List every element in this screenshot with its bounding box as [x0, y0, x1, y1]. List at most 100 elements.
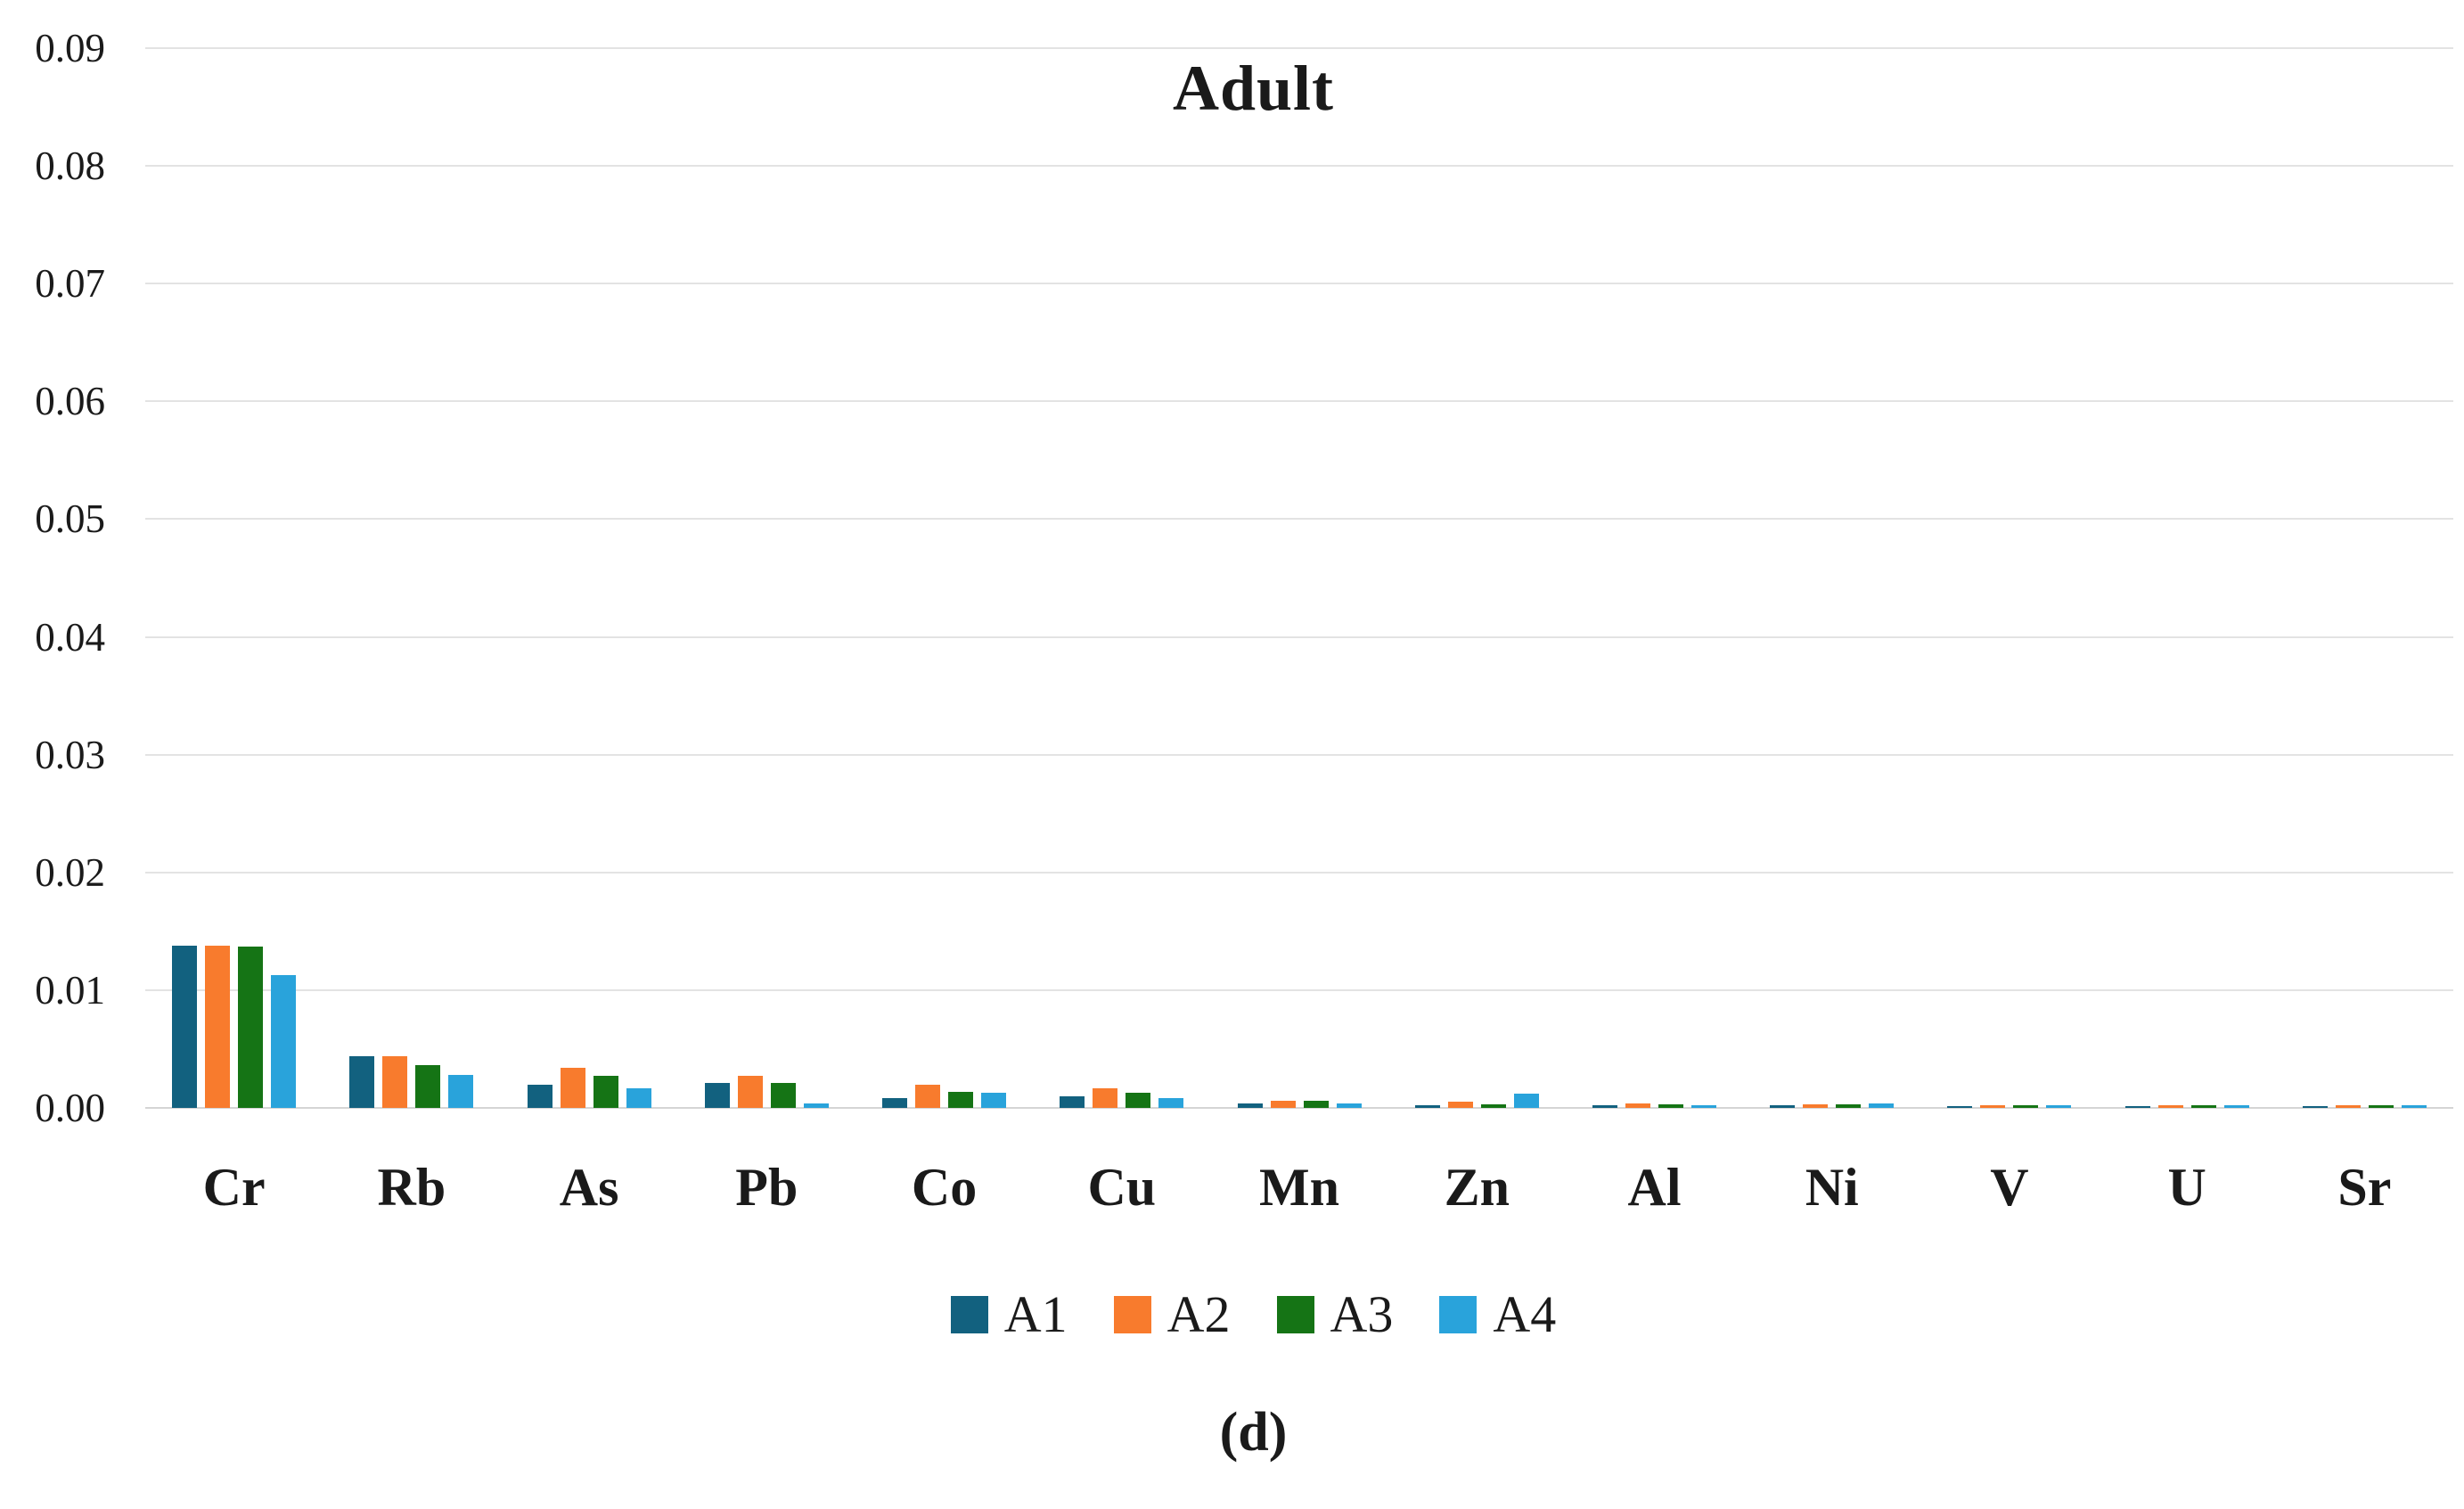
bar-a3-zn	[1480, 1104, 1506, 1108]
gridline	[145, 754, 2453, 756]
gridline	[145, 872, 2453, 873]
bar-a3-u	[2190, 1105, 2216, 1108]
bar-a3-cu	[1126, 1093, 1151, 1108]
legend-swatch-a1	[950, 1296, 988, 1333]
y-tick-label: 0.08	[35, 144, 105, 188]
y-tick-label: 0.00	[35, 1086, 105, 1130]
y-axis: 0.09 0.08 0.07 0.06 0.05 0.04 0.03 0.02 0.01 0.00	[0, 28, 109, 1128]
y-tick-label: 0.06	[35, 379, 105, 423]
bar-a3-ni	[1836, 1104, 1862, 1108]
bar-a1-as	[527, 1085, 553, 1108]
plot-area	[145, 47, 2453, 1109]
bar-a2-rb	[382, 1056, 408, 1108]
x-category-label-co: Co	[911, 1158, 978, 1217]
legend-item-a4: A4	[1439, 1289, 1556, 1341]
bar-a1-pb	[704, 1083, 730, 1108]
bar-a2-mn	[1270, 1101, 1296, 1108]
bar-a3-sr	[2368, 1105, 2394, 1108]
bar-a4-cu	[1158, 1098, 1184, 1108]
bar-a4-mn	[1336, 1103, 1362, 1108]
bar-a2-pb	[737, 1076, 763, 1108]
legend-item-a3: A3	[1276, 1285, 1394, 1343]
gridline	[145, 283, 2453, 284]
bar-a2-cu	[1093, 1088, 1118, 1108]
bar-a3-rb	[415, 1065, 441, 1108]
legend-label-a2: A2	[1167, 1285, 1231, 1343]
x-axis-baseline	[145, 1107, 2453, 1109]
bar-a2-co	[915, 1085, 941, 1108]
bar-a4-sr	[2401, 1105, 2427, 1108]
x-category-label-pb: Pb	[735, 1158, 798, 1217]
bar-a3-co	[948, 1092, 974, 1108]
bar-a1-u	[2124, 1106, 2150, 1108]
bar-a4-u	[2223, 1105, 2249, 1108]
bar-a4-zn	[1513, 1094, 1539, 1108]
bar-group-mn	[1210, 48, 1388, 1108]
bar-group-al	[1566, 48, 1743, 1108]
bar-a1-cu	[1060, 1096, 1085, 1108]
legend-swatch-a4	[1439, 1296, 1478, 1333]
bar-a1-rb	[349, 1056, 375, 1108]
bar-a3-mn	[1303, 1101, 1329, 1108]
gridline	[145, 636, 2453, 638]
bar-a3-cr	[238, 947, 264, 1108]
bar-series-area	[145, 48, 2453, 1108]
gridline	[145, 518, 2453, 520]
x-category-label-al: Al	[1627, 1158, 1682, 1217]
bar-a1-co	[882, 1098, 908, 1108]
bar-a4-v	[2046, 1105, 2072, 1108]
bar-group-pb	[678, 48, 855, 1108]
bar-a2-ni	[1803, 1104, 1829, 1108]
x-category-label-mn: Mn	[1259, 1158, 1340, 1217]
bar-a3-as	[593, 1076, 618, 1108]
bar-a4-al	[1690, 1105, 1716, 1108]
bar-a2-v	[1980, 1105, 2006, 1108]
bar-a4-as	[626, 1088, 651, 1108]
bar-a2-sr	[2335, 1105, 2361, 1108]
gridline	[145, 989, 2453, 991]
bar-a1-al	[1592, 1105, 1617, 1108]
legend-label-a3: A3	[1330, 1285, 1394, 1343]
bar-group-rb	[323, 48, 500, 1108]
bar-a4-pb	[803, 1103, 829, 1108]
legend-item-a1: A1	[950, 1285, 1068, 1343]
bar-a2-cr	[205, 946, 231, 1108]
y-tick-label: 0.05	[35, 496, 105, 541]
gridline	[145, 47, 2453, 49]
bar-a4-ni	[1869, 1103, 1895, 1108]
y-tick-label: 0.04	[35, 615, 105, 660]
bar-group-v	[1920, 48, 2098, 1108]
x-category-label-rb: Rb	[377, 1158, 446, 1217]
bar-group-co	[855, 48, 1033, 1108]
x-category-label-ni: Ni	[1805, 1158, 1859, 1217]
bar-a1-v	[1947, 1106, 1973, 1108]
bar-a4-co	[981, 1093, 1007, 1108]
bar-group-cu	[1033, 48, 1210, 1108]
legend-item-a2: A2	[1113, 1285, 1231, 1343]
x-category-label-cu: Cu	[1087, 1158, 1157, 1217]
legend-label-a1: A1	[1003, 1285, 1068, 1343]
bar-a1-cr	[172, 946, 198, 1108]
y-tick-label: 0.09	[35, 26, 105, 70]
x-category-label-u: U	[2167, 1158, 2206, 1217]
bar-a1-zn	[1414, 1105, 1440, 1108]
bar-a2-as	[560, 1068, 585, 1108]
legend-swatch-a2	[1113, 1296, 1151, 1333]
bar-a4-cr	[271, 975, 297, 1108]
y-tick-label: 0.02	[35, 850, 105, 895]
x-category-label-cr: Cr	[202, 1158, 266, 1217]
bar-a1-ni	[1770, 1105, 1796, 1108]
x-category-label-sr: Sr	[2337, 1158, 2392, 1217]
bar-a2-zn	[1447, 1102, 1473, 1108]
bar-a4-rb	[448, 1075, 474, 1108]
x-category-label-as: As	[559, 1158, 619, 1217]
x-category-label-zn: Zn	[1444, 1158, 1510, 1217]
chart-title: Adult	[1172, 53, 1335, 124]
panel-caption: (d)	[1219, 1402, 1288, 1463]
legend: A1 A2 A3 A4	[53, 1289, 2453, 1341]
y-tick-label: 0.01	[35, 968, 105, 1013]
bar-group-as	[500, 48, 677, 1108]
bar-a3-pb	[770, 1083, 796, 1108]
bar-group-ni	[1743, 48, 1920, 1108]
